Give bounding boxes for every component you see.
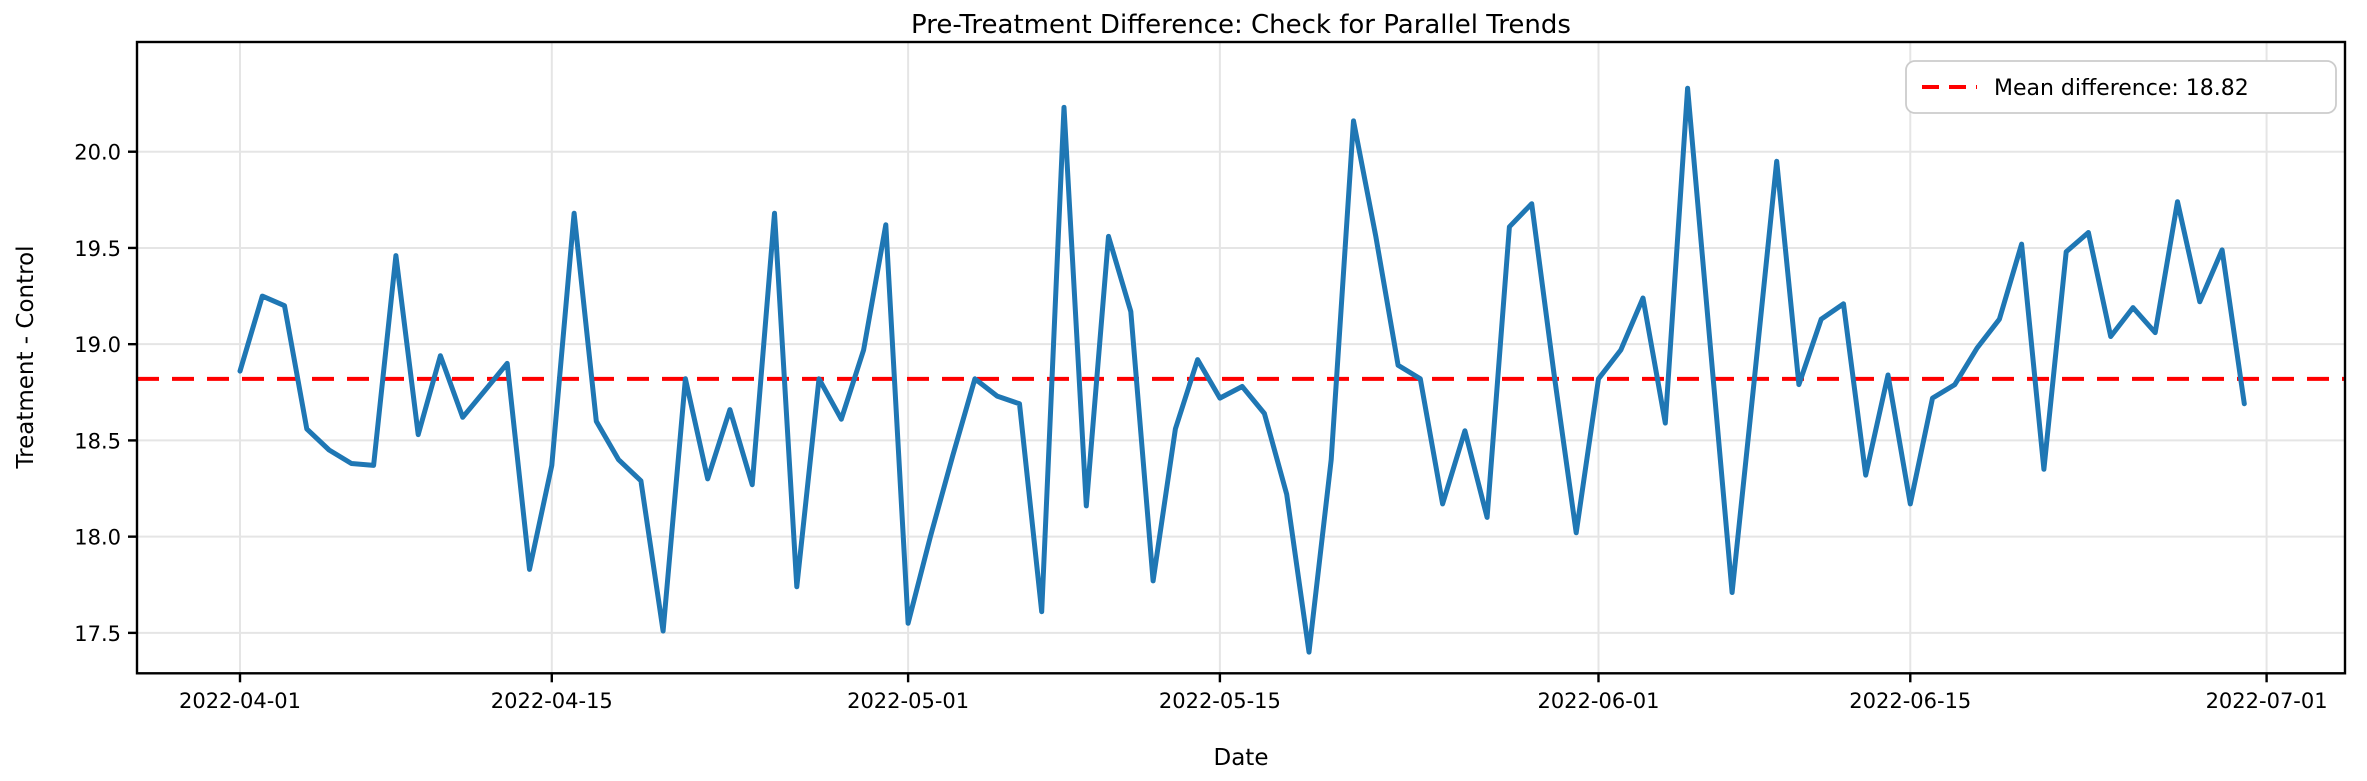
- series-line: [237, 85, 2247, 655]
- y-tick-label: 19.5: [74, 237, 121, 261]
- legend: Mean difference: 18.82: [1905, 60, 2337, 114]
- y-tick-label: 20.0: [74, 141, 121, 165]
- x-axis-label: Date: [1214, 745, 1269, 771]
- plot-area: [137, 42, 2345, 674]
- x-tick-label: 2022-06-01: [1537, 689, 1659, 713]
- y-tick-label: 18.0: [74, 526, 121, 550]
- y-tick-label: 19.0: [74, 333, 121, 357]
- x-tick-label: 2022-04-15: [491, 689, 613, 713]
- x-tick-label: 2022-07-01: [2206, 689, 2328, 713]
- x-tick-label: 2022-04-01: [179, 689, 301, 713]
- x-tick-label: 2022-05-15: [1159, 689, 1281, 713]
- y-tick-label: 17.5: [74, 622, 121, 646]
- x-tick-label: 2022-05-01: [847, 689, 969, 713]
- x-tick-label: 2022-06-15: [1849, 689, 1971, 713]
- y-axis-label: Treatment - Control: [13, 245, 39, 469]
- axis-tick-labels: 2022-04-01 2022-04-15 2022-05-01 2022-05-15…: [74, 141, 2327, 713]
- y-tick-label: 18.5: [74, 429, 121, 453]
- chart-title: Pre-Treatment Difference: Check for Para…: [911, 10, 1571, 40]
- axis-ticks: [128, 150, 2268, 683]
- legend-box: [1905, 60, 2337, 114]
- legend-label: Mean difference: 18.82: [1994, 76, 2249, 101]
- axes-spines: [135, 40, 2347, 675]
